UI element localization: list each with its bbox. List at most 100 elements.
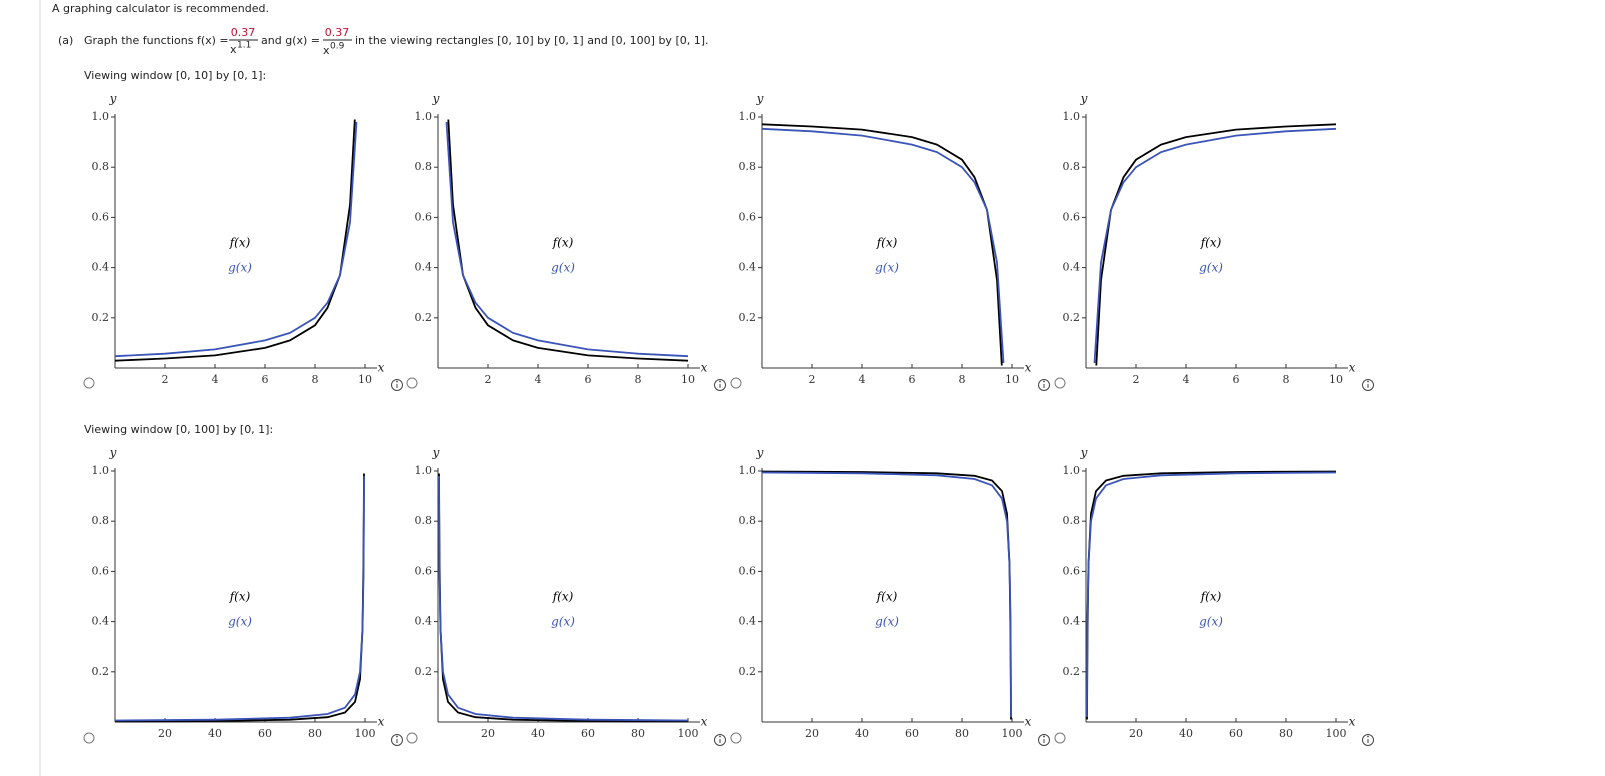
x-tick-label: 80 bbox=[1279, 727, 1293, 740]
legend-label: g(x) bbox=[551, 261, 575, 275]
answer-radio[interactable] bbox=[1054, 732, 1066, 744]
x-tick-label: 40 bbox=[208, 727, 222, 740]
x-tick-label: 60 bbox=[905, 727, 919, 740]
denominator-exponent: 0.9 bbox=[330, 42, 345, 52]
legend-label: f(x) bbox=[1200, 590, 1222, 604]
y-tick-label: 0.4 bbox=[739, 615, 757, 628]
y-tick-label: 1.0 bbox=[92, 464, 110, 477]
x-tick-label: 80 bbox=[308, 727, 322, 740]
y-tick-label: 0.2 bbox=[415, 665, 433, 678]
info-icon-glyph bbox=[719, 735, 721, 738]
x-tick-label: 4 bbox=[859, 373, 866, 386]
question-text: and g(x) = bbox=[261, 34, 320, 47]
y-tick-label: 0.6 bbox=[1063, 210, 1081, 223]
x-tick-label: 10 bbox=[681, 373, 695, 386]
x-tick-label: 4 bbox=[535, 373, 542, 386]
denominator-base: x bbox=[230, 43, 237, 56]
y-axis-label: y bbox=[1080, 446, 1088, 460]
x-tick-label: 6 bbox=[585, 373, 592, 386]
y-tick-label: 0.6 bbox=[415, 564, 433, 577]
x-axis-label: x bbox=[701, 715, 708, 729]
x-axis-label: x bbox=[1025, 715, 1032, 729]
y-axis-label: y bbox=[756, 92, 764, 106]
answer-radio[interactable] bbox=[83, 377, 95, 389]
question-text: Graph the functions f(x) = bbox=[84, 34, 229, 47]
y-tick-label: 1.0 bbox=[92, 110, 110, 123]
y-tick-label: 0.8 bbox=[92, 160, 110, 173]
y-tick-label: 0.4 bbox=[1063, 261, 1081, 274]
window-label: Viewing window [0, 10] by [0, 1]: bbox=[84, 69, 266, 82]
y-tick-label: 0.6 bbox=[92, 564, 110, 577]
y-tick-label: 0.2 bbox=[415, 311, 433, 324]
curve bbox=[114, 119, 356, 362]
x-tick-label: 60 bbox=[258, 727, 272, 740]
x-tick-label: 8 bbox=[312, 373, 319, 386]
y-tick-label: 0.2 bbox=[1063, 665, 1081, 678]
answer-radio[interactable] bbox=[730, 732, 742, 744]
legend-label: g(x) bbox=[875, 615, 899, 629]
y-tick-label: 0.2 bbox=[92, 311, 110, 324]
y-tick-label: 1.0 bbox=[1063, 464, 1081, 477]
y-tick-label: 0.6 bbox=[415, 210, 433, 223]
y-tick-label: 0.2 bbox=[739, 311, 757, 324]
curve bbox=[447, 119, 689, 362]
y-tick-label: 0.8 bbox=[739, 160, 757, 173]
y-tick-label: 0.6 bbox=[739, 564, 757, 577]
x-tick-label: 2 bbox=[485, 373, 492, 386]
curve bbox=[114, 475, 365, 722]
y-tick-label: 0.8 bbox=[415, 160, 433, 173]
y-tick-label: 0.2 bbox=[739, 665, 757, 678]
x-axis-label: x bbox=[378, 715, 385, 729]
legend-label: f(x) bbox=[229, 590, 251, 604]
y-tick-label: 1.0 bbox=[1063, 110, 1081, 123]
curve bbox=[438, 475, 689, 722]
legend-label: f(x) bbox=[876, 590, 898, 604]
answer-radio[interactable] bbox=[83, 732, 95, 744]
legend-label: f(x) bbox=[1200, 236, 1222, 250]
answer-radio[interactable] bbox=[730, 377, 742, 389]
legend-label: f(x) bbox=[876, 236, 898, 250]
y-tick-label: 0.6 bbox=[739, 210, 757, 223]
y-tick-label: 0.6 bbox=[92, 210, 110, 223]
info-icon-glyph bbox=[1043, 380, 1045, 383]
answer-radio[interactable] bbox=[1054, 377, 1066, 389]
x-tick-label: 60 bbox=[1229, 727, 1243, 740]
x-tick-label: 100 bbox=[1326, 727, 1347, 740]
y-tick-label: 0.4 bbox=[1063, 615, 1081, 628]
answer-radio[interactable] bbox=[406, 732, 418, 744]
y-tick-label: 1.0 bbox=[739, 110, 757, 123]
x-axis-label: x bbox=[378, 361, 385, 375]
curve bbox=[1095, 123, 1337, 366]
x-tick-label: 8 bbox=[1283, 373, 1290, 386]
y-tick-label: 0.2 bbox=[92, 665, 110, 678]
x-tick-label: 8 bbox=[635, 373, 642, 386]
curve bbox=[445, 121, 689, 358]
answer-radio[interactable] bbox=[406, 377, 418, 389]
x-tick-label: 40 bbox=[855, 727, 869, 740]
x-tick-label: 10 bbox=[358, 373, 372, 386]
x-tick-label: 10 bbox=[1005, 373, 1019, 386]
x-axis-label: x bbox=[1349, 361, 1356, 375]
x-tick-label: 6 bbox=[909, 373, 916, 386]
curve bbox=[761, 123, 1003, 366]
info-icon-glyph bbox=[1367, 735, 1369, 738]
y-tick-label: 0.4 bbox=[415, 615, 433, 628]
x-tick-label: 100 bbox=[355, 727, 376, 740]
info-icon-glyph bbox=[396, 380, 398, 383]
x-tick-label: 40 bbox=[1179, 727, 1193, 740]
x-tick-label: 100 bbox=[1002, 727, 1023, 740]
curve bbox=[761, 127, 1005, 364]
y-axis-label: y bbox=[109, 446, 117, 460]
info-icon-glyph bbox=[396, 735, 398, 738]
info-icon-glyph bbox=[1043, 735, 1045, 738]
legend-label: g(x) bbox=[875, 261, 899, 275]
x-tick-label: 20 bbox=[805, 727, 819, 740]
x-tick-label: 2 bbox=[1133, 373, 1140, 386]
x-tick-label: 80 bbox=[955, 727, 969, 740]
x-tick-label: 8 bbox=[959, 373, 966, 386]
x-tick-label: 80 bbox=[631, 727, 645, 740]
denominator-base: x bbox=[323, 44, 330, 57]
info-icon-glyph bbox=[719, 380, 721, 383]
y-tick-label: 0.8 bbox=[739, 514, 757, 527]
